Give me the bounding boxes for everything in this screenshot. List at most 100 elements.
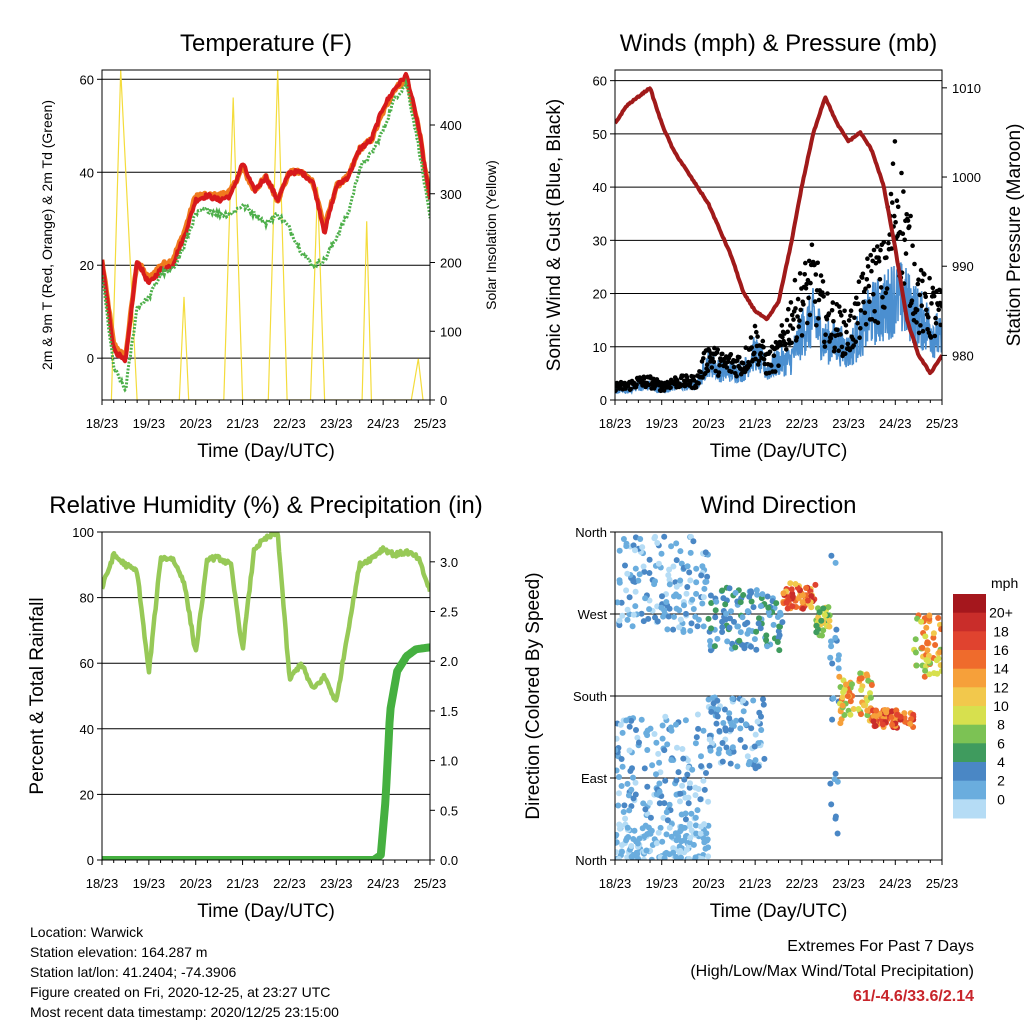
- gust-point: [788, 300, 794, 305]
- direction-point: [646, 556, 653, 563]
- gust-point: [938, 322, 942, 328]
- xtick-label: 19/23: [133, 876, 166, 891]
- direction-point: [827, 780, 834, 787]
- y2tick-label: 980: [952, 348, 974, 363]
- direction-point: [632, 565, 639, 572]
- gust-point: [871, 292, 876, 297]
- direction-point: [615, 849, 619, 856]
- y2-axis-label: Solar Insolation (Yellow): [483, 160, 499, 310]
- y2tick-label: 2.5: [440, 605, 458, 620]
- colorbar-swatch: [953, 650, 986, 670]
- gust-point: [816, 316, 821, 321]
- gust-point: [758, 351, 764, 356]
- direction-point: [682, 816, 689, 823]
- direction-point: [627, 768, 634, 774]
- gust-point: [843, 323, 849, 328]
- gust-point: [933, 321, 939, 326]
- direction-point: [722, 727, 729, 734]
- direction-point: [754, 718, 761, 725]
- gust-point: [799, 333, 805, 338]
- rh-series: [102, 532, 430, 860]
- direction-point: [688, 810, 695, 817]
- direction-point: [640, 856, 647, 860]
- direction-point: [659, 722, 666, 729]
- gust-point: [914, 307, 920, 313]
- direction-point: [708, 625, 715, 632]
- gust-point: [788, 323, 793, 328]
- gust-point: [915, 281, 921, 287]
- gust-point: [772, 369, 778, 374]
- colorbar-swatch: [953, 743, 986, 763]
- direction-point: [700, 777, 707, 784]
- xtick-label: 19/23: [645, 416, 678, 431]
- xtick-label: 21/23: [739, 416, 772, 431]
- direction-point: [651, 581, 658, 588]
- direction-point: [855, 706, 862, 712]
- direction-point: [719, 740, 726, 746]
- direction-point: [655, 829, 662, 836]
- xtick-label: 25/23: [414, 876, 447, 891]
- gust-point: [832, 345, 837, 351]
- direction-point: [716, 728, 723, 734]
- direction-point: [665, 613, 672, 620]
- gust-point: [914, 320, 919, 325]
- direction-point: [630, 795, 637, 802]
- plot-border: [101, 69, 431, 401]
- direction-point: [737, 599, 744, 606]
- direction-point: [934, 670, 941, 677]
- gust-point: [869, 268, 874, 274]
- gust-point: [615, 388, 618, 393]
- direction-point: [829, 716, 836, 723]
- direction-point: [643, 847, 650, 854]
- direction-point: [620, 536, 627, 542]
- direction-point: [770, 621, 777, 628]
- direction-point: [689, 766, 696, 773]
- direction-point: [728, 726, 734, 733]
- direction-point: [663, 831, 670, 838]
- direction-point: [700, 727, 707, 734]
- gust-point: [755, 334, 760, 339]
- colorbar-label: 16: [993, 642, 1009, 658]
- xtick-label: 22/23: [273, 876, 306, 891]
- ytick-label: 60: [80, 656, 94, 671]
- direction-point: [750, 697, 757, 704]
- direction-point: [751, 636, 758, 643]
- panel-winds: 0 10 20 30 40 50 60 980 990 1000 1010 18/23 19/23 20/…: [544, 30, 1024, 462]
- gust-point: [761, 356, 767, 362]
- gust-point: [711, 359, 717, 365]
- direction-point: [663, 849, 670, 856]
- gust-point: [895, 204, 901, 210]
- xtick-label: 18/23: [86, 416, 119, 431]
- gust-point: [922, 272, 927, 277]
- direction-point: [729, 695, 736, 702]
- direction-point: [705, 798, 712, 805]
- gust-point: [728, 352, 734, 357]
- direction-point: [828, 638, 834, 645]
- xtick-label: 24/23: [367, 876, 400, 891]
- panel-title: Wind Direction: [700, 492, 856, 519]
- gust-point: [731, 364, 737, 370]
- direction-point: [870, 718, 877, 725]
- plot-border: [614, 531, 943, 861]
- direction-point: [642, 595, 649, 602]
- direction-point: [706, 736, 713, 743]
- direction-point: [701, 821, 708, 828]
- gust-point: [854, 295, 859, 301]
- direction-point: [666, 576, 673, 583]
- direction-point: [656, 788, 663, 795]
- direction-point: [841, 712, 848, 718]
- colorbar-label: 0: [997, 791, 1005, 807]
- direction-point: [839, 702, 846, 709]
- colorbar-swatch: [953, 668, 986, 688]
- gust-point: [816, 297, 822, 303]
- gust-point: [809, 242, 815, 248]
- xtick-label: 22/23: [786, 416, 819, 431]
- gust-point: [867, 299, 872, 305]
- direction-point: [683, 590, 690, 597]
- direction-point: [630, 774, 636, 781]
- direction-point: [648, 856, 655, 860]
- direction-point: [646, 597, 653, 604]
- gust-point: [852, 315, 857, 321]
- direction-point: [829, 660, 836, 667]
- direction-point: [636, 571, 643, 578]
